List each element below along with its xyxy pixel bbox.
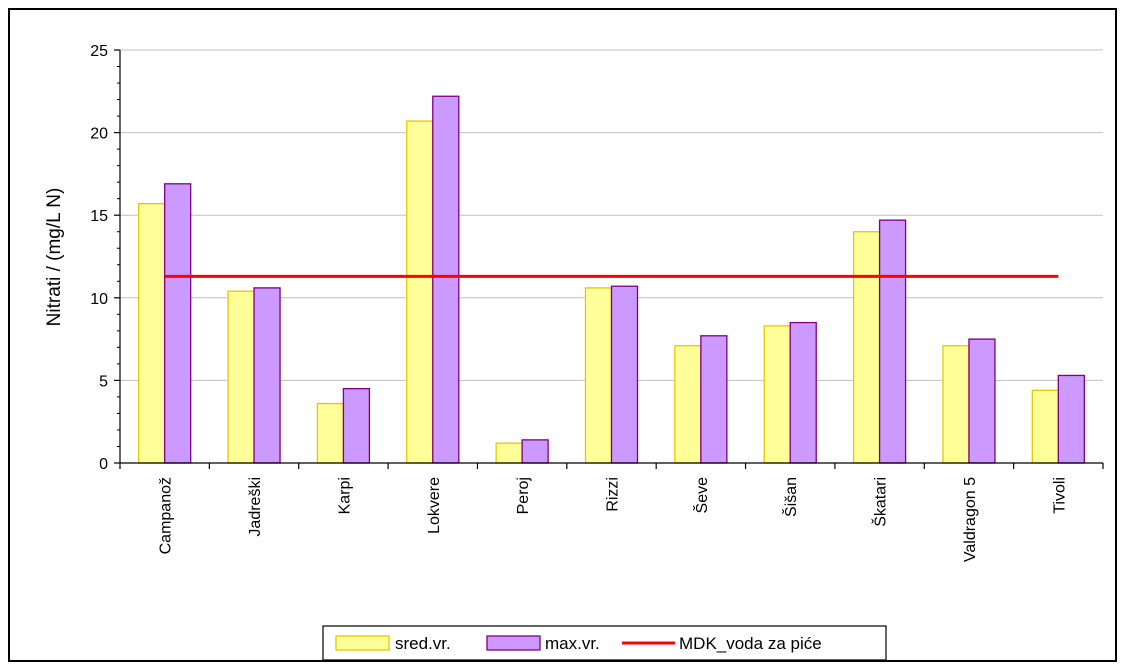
bar-sred-10 (1031, 389, 1059, 464)
bar-sred-6 (674, 345, 702, 464)
x-tick-label: Rizzi (605, 477, 622, 512)
y-tick-label: 25 (90, 43, 108, 60)
y-tick-label: 5 (99, 373, 108, 390)
y-tick-label: 10 (90, 291, 108, 308)
x-tick-label: Karpi (336, 477, 353, 514)
x-tick-label: Škatari (871, 477, 890, 527)
bar-sred-9 (942, 345, 970, 464)
bar-sred-2 (316, 402, 345, 464)
x-tick-label: Lokvere (426, 477, 443, 534)
legend-label: max.vr. (545, 634, 600, 653)
x-tick-label: Campanož (158, 477, 175, 554)
bar-max-8 (878, 219, 907, 464)
y-tick-label: 0 (99, 456, 108, 473)
x-tick-label: Jadreški (247, 477, 264, 537)
legend-box (322, 625, 887, 661)
bar-sred-0 (138, 202, 166, 464)
bar-max-1 (253, 287, 281, 464)
bar-max-7 (789, 321, 817, 464)
bar-sred-3 (406, 120, 434, 464)
x-tick-label: Peroj (515, 477, 532, 514)
bar-sred-7 (763, 325, 791, 464)
legend: sred.vr. max.vr. MDK_voda za piće (322, 625, 887, 661)
bar-max-2 (342, 388, 371, 464)
legend-swatch (335, 635, 390, 651)
bar-max-9 (968, 338, 996, 464)
bar-sred-4 (495, 442, 523, 464)
y-tick-label: 15 (90, 208, 108, 225)
bar-sred-1 (227, 290, 255, 464)
y-tick-label: 20 (90, 126, 108, 143)
bar-max-3 (432, 95, 460, 464)
bar-max-0 (164, 183, 192, 464)
legend-label: MDK_voda za piće (679, 634, 822, 653)
x-tick-label: Ševe (692, 477, 711, 514)
legend-label: sred.vr. (395, 634, 451, 653)
bar-max-4 (521, 439, 549, 464)
x-tick-labels: Campanož Jadreški Karpi Lokvere Peroj Rizzi Še… (158, 477, 1069, 562)
bar-max-10 (1057, 374, 1085, 464)
bar-sred-8 (852, 231, 881, 464)
x-tick-label: Valdragon 5 (962, 477, 979, 562)
chart-frame (8, 8, 1117, 662)
axes (114, 49, 1104, 469)
legend-swatch (486, 635, 541, 651)
bar-max-6 (700, 335, 728, 464)
x-tick-label: Tivoli (1051, 477, 1068, 514)
x-tick-label: Šišan (781, 477, 800, 517)
y-axis-title: Nitrati / (mg/L N) (44, 188, 65, 327)
bars (138, 95, 1085, 464)
y-tick-labels: 0 5 10 15 20 25 (90, 43, 108, 473)
bar-max-5 (610, 285, 639, 464)
bar-sred-5 (584, 287, 613, 464)
